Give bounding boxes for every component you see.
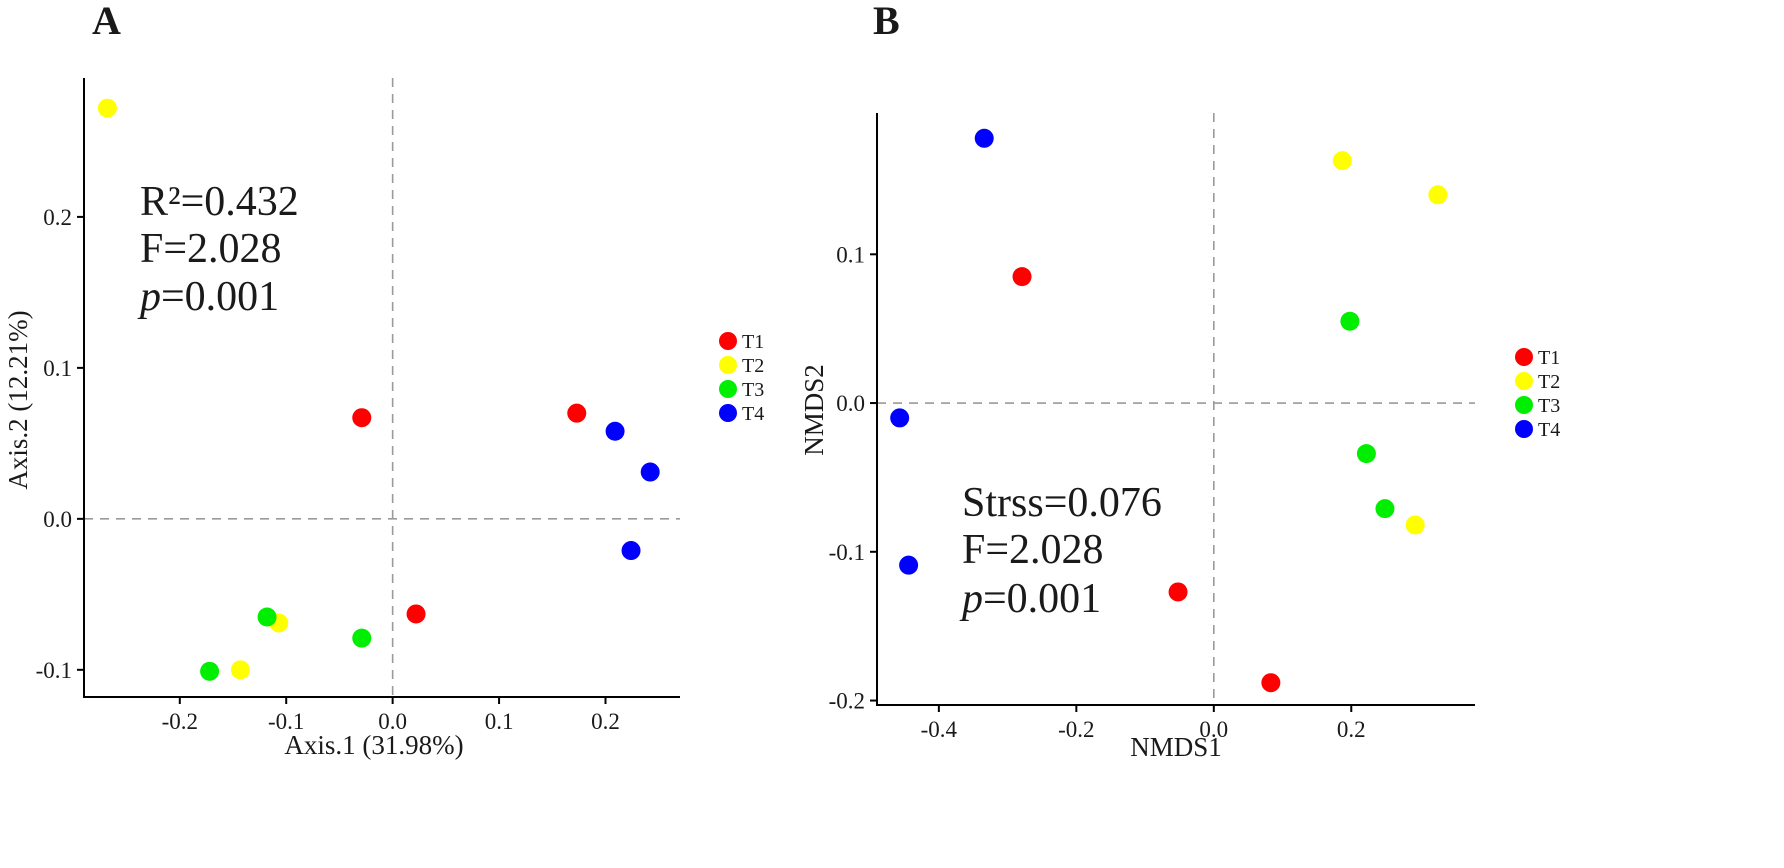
panel-a-point-t4 — [605, 421, 625, 441]
panel-a-legend-item-t2: T2 — [719, 355, 764, 377]
panel-b-legend-label-t4: T4 — [1538, 419, 1560, 441]
panel-b-legend-marker-t3 — [1515, 396, 1533, 414]
panel-a-point-t3 — [200, 661, 220, 681]
panel-b-x-tick-label: 0.0 — [1199, 717, 1228, 742]
panel-b-legend-marker-t4 — [1515, 420, 1533, 438]
panel-b-stat-p: p=0.001 — [959, 576, 1101, 622]
panel-b-point-t2 — [1405, 515, 1425, 535]
panel-a-legend-marker-t3 — [719, 380, 737, 398]
panel-b-legend-marker-t2 — [1515, 372, 1533, 390]
panel-b-point-t2 — [1332, 151, 1352, 171]
panel-b-point-t3 — [1356, 444, 1376, 464]
panel-a-x-tick-label: 0.2 — [591, 709, 620, 734]
panel-a-legend-marker-t2 — [719, 356, 737, 374]
panel-a-legend-marker-t4 — [719, 404, 737, 422]
panel-a-y-tick-label: 0.1 — [43, 356, 72, 381]
panel-b-points — [890, 128, 1448, 693]
panel-a-point-t1 — [352, 408, 372, 428]
panel-a-legend-item-t1: T1 — [719, 331, 764, 353]
panel-a-point-t2 — [230, 660, 250, 680]
panel-b-legend-item-t2: T2 — [1515, 371, 1560, 393]
panel-b-legend-item-t4: T4 — [1515, 419, 1560, 441]
panel-a-stat-p: p=0.001 — [137, 274, 279, 320]
panel-b-legend-item-t1: T1 — [1515, 347, 1560, 369]
panel-a-y-tick-label: 0.2 — [43, 205, 72, 230]
panel-b-ticks: -0.4 -0.2 0.0 0.2 -0.2 -0.1 0.0 0.1 — [829, 242, 1366, 742]
panel-a-x-tick-label: 0.1 — [485, 709, 514, 734]
panel-a-point-t4 — [621, 541, 641, 561]
panel-b-point-t2 — [1428, 185, 1448, 205]
panel-b-y-tick-label: 0.1 — [836, 242, 865, 267]
panel-a-x-axis-title: Axis.1 (31.98%) — [284, 730, 463, 760]
panel-b-legend-marker-t1 — [1515, 348, 1533, 366]
panel-b-legend-label-t1: T1 — [1538, 347, 1560, 369]
panel-a-legend-label-t2: T2 — [742, 355, 764, 377]
panel-b-x-tick-label: -0.4 — [921, 717, 958, 742]
panel-a-point-t3 — [257, 607, 277, 627]
panel-b-point-t4 — [899, 555, 919, 575]
panel-a-ticks: -0.2 -0.1 0.0 0.1 0.2 -0.1 0.0 0.1 0.2 — [36, 205, 620, 734]
panel-a-point-t2 — [97, 98, 117, 118]
panel-a-points — [97, 98, 660, 681]
panel-a-legend-label-t1: T1 — [742, 331, 764, 353]
panel-b-point-t1 — [1261, 673, 1281, 693]
panel-a-legend-label-t4: T4 — [742, 403, 764, 425]
panel-b-point-t3 — [1375, 499, 1395, 519]
panel-a-axes — [83, 78, 680, 698]
panel-a-x-tick-label: -0.1 — [268, 709, 304, 734]
panel-a-point-t3 — [352, 628, 372, 648]
panel-a-point-t1 — [567, 403, 587, 423]
panel-a-stat-f: F=2.028 — [140, 226, 282, 272]
panel-b-x-axis-title: NMDS1 — [1130, 732, 1222, 762]
panel-a-pcoa: A -0.2 -0.1 0.0 0.1 0.2 -0.1 0.0 0.1 0.2 R²=0.43… — [3, 0, 764, 760]
panel-a-legend-item-t4: T4 — [719, 403, 764, 425]
panel-a-legend-label-t3: T3 — [742, 379, 764, 401]
panel-b-legend-label-t3: T3 — [1538, 395, 1560, 417]
panel-a-stat-r2: R²=0.432 — [140, 179, 299, 225]
panel-b-label: B — [873, 0, 900, 43]
panel-a-point-t1 — [406, 604, 426, 624]
panel-b-point-t1 — [1012, 267, 1032, 287]
panel-b-x-tick-label: -0.2 — [1058, 717, 1094, 742]
panel-b-point-t3 — [1340, 311, 1360, 331]
panel-b-stat-f: F=2.028 — [962, 527, 1104, 573]
panel-b-y-tick-label: -0.2 — [829, 689, 865, 714]
panel-a-legend-item-t3: T3 — [719, 379, 764, 401]
panel-a-y-tick-label: -0.1 — [36, 658, 72, 683]
panel-a-label: A — [92, 0, 121, 43]
panel-b-y-tick-label: -0.1 — [829, 540, 865, 565]
panel-b-axes — [876, 113, 1475, 706]
panel-a-legend-marker-t1 — [719, 332, 737, 350]
panel-b-nmds: B -0.4 -0.2 0.0 0.2 -0.2 -0.1 0.0 0.1 Strss=0.0… — [799, 0, 1560, 762]
panel-a-y-axis-title: Axis.2 (12.21%) — [3, 310, 33, 489]
panel-b-point-t4 — [890, 408, 910, 428]
panel-b-stat-stress: Strss=0.076 — [962, 480, 1162, 526]
panel-a-x-tick-label: -0.2 — [162, 709, 198, 734]
panel-b-point-t4 — [974, 128, 994, 148]
panel-b-legend-item-t3: T3 — [1515, 395, 1560, 417]
panel-b-y-tick-label: 0.0 — [836, 391, 865, 416]
panel-a-y-tick-label: 0.0 — [43, 507, 72, 532]
panel-b-legend-label-t2: T2 — [1538, 371, 1560, 393]
panel-b-y-axis-title: NMDS2 — [799, 364, 829, 456]
panel-a-point-t4 — [640, 462, 660, 482]
panel-a-stat-p-value: =0.001 — [161, 274, 279, 320]
panel-b-stat-p-value: =0.001 — [983, 576, 1101, 622]
panel-b-x-tick-label: 0.2 — [1337, 717, 1366, 742]
panel-b-point-t1 — [1168, 582, 1188, 602]
panel-a-x-tick-label: 0.0 — [378, 709, 407, 734]
